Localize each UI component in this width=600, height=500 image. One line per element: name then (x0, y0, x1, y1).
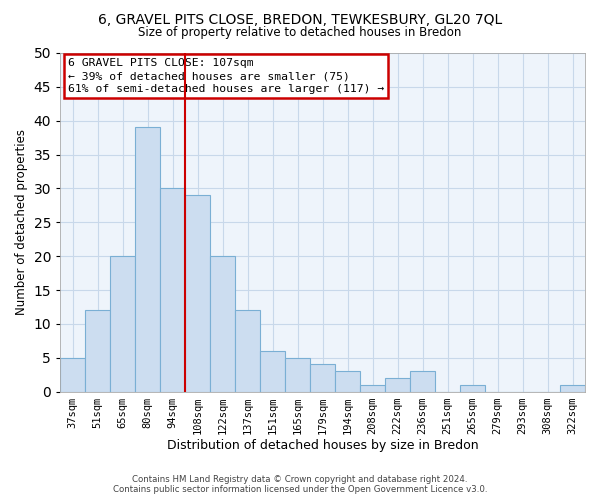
Bar (85, 310, 110, 392)
Bar (360, 385, 385, 392)
Bar (60, 358, 85, 392)
Bar (210, 256, 235, 392)
Bar (460, 385, 485, 392)
Bar (335, 372, 360, 392)
Bar (385, 378, 410, 392)
Bar (135, 128, 160, 392)
Bar (410, 372, 435, 392)
Bar (110, 256, 135, 392)
Bar (560, 385, 585, 392)
Text: 6 GRAVEL PITS CLOSE: 107sqm
← 39% of detached houses are smaller (75)
61% of sem: 6 GRAVEL PITS CLOSE: 107sqm ← 39% of det… (68, 58, 385, 94)
Y-axis label: Number of detached properties: Number of detached properties (15, 130, 28, 316)
Bar (285, 358, 310, 392)
Bar (185, 195, 210, 392)
Bar (160, 188, 185, 392)
Bar (260, 351, 285, 392)
Text: 6, GRAVEL PITS CLOSE, BREDON, TEWKESBURY, GL20 7QL: 6, GRAVEL PITS CLOSE, BREDON, TEWKESBURY… (98, 12, 502, 26)
Bar (310, 364, 335, 392)
X-axis label: Distribution of detached houses by size in Bredon: Distribution of detached houses by size … (167, 440, 478, 452)
Text: Contains HM Land Registry data © Crown copyright and database right 2024.
Contai: Contains HM Land Registry data © Crown c… (113, 474, 487, 494)
Bar (235, 310, 260, 392)
Text: Size of property relative to detached houses in Bredon: Size of property relative to detached ho… (139, 26, 461, 39)
